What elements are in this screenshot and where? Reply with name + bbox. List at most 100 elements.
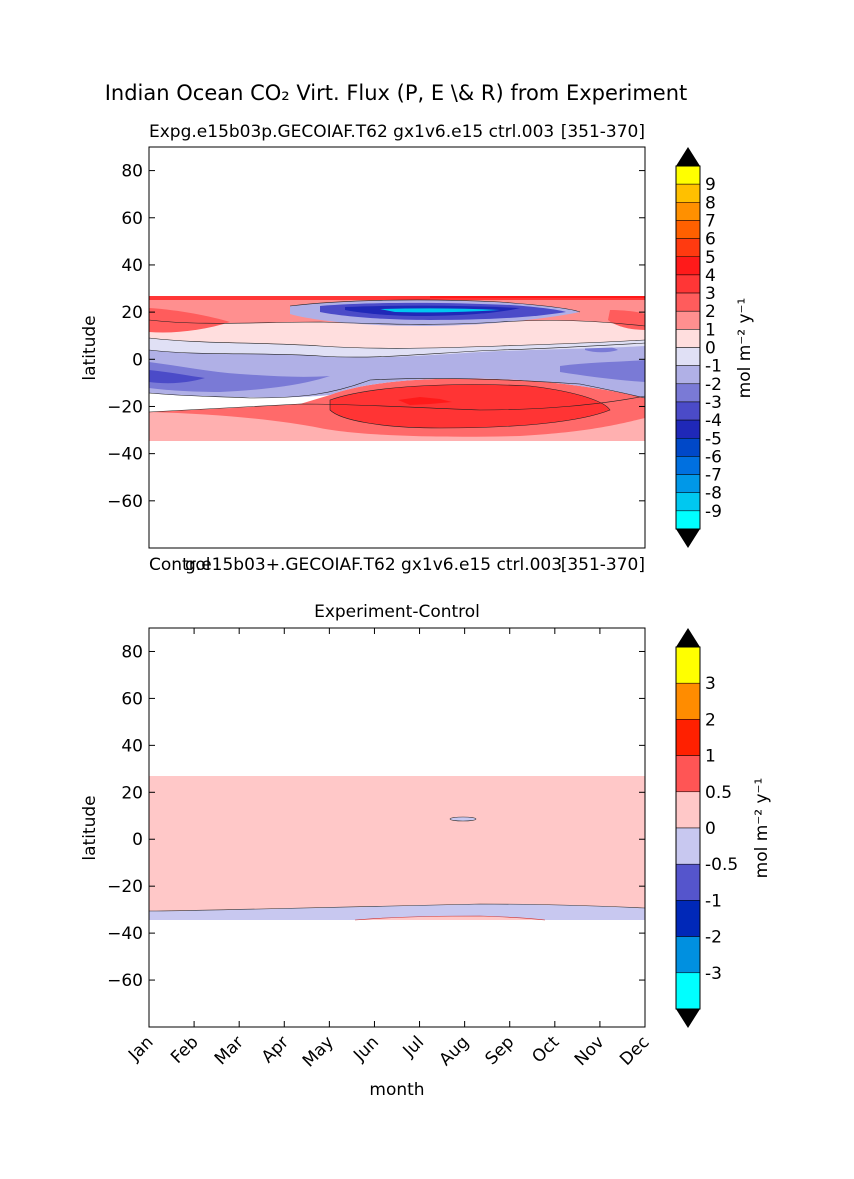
colorbar-swatch [675, 682, 701, 720]
colorbar-extend-top [676, 147, 700, 166]
colorbar-tick-label: -0.5 [705, 855, 738, 875]
top-band-east-negative [560, 360, 645, 382]
bottom-colorbar-label: mol m⁻² y⁻¹ [752, 778, 772, 879]
colorbar-frame [675, 165, 701, 530]
colorbar-tick-label: -2 [705, 375, 722, 395]
bottom-band-south-positive-sliver [355, 916, 545, 920]
colorbar-swatch [675, 719, 701, 756]
y-tick-label: 0 [132, 350, 143, 370]
x-tick-label: Mar [211, 1032, 248, 1069]
bottom-colorbar: 3 2 1 0.5 0 -0.5 -1 -2 -3 [675, 628, 738, 1028]
x-tick-label: Jul [399, 1032, 428, 1061]
bottom-band-positive-main [149, 776, 645, 911]
bottom-y-axis-label: latitude [80, 795, 100, 860]
colorbar-swatch [675, 863, 701, 901]
top-panel-period: [351-370] [561, 122, 645, 142]
colorbar-tick-label: 0 [705, 339, 716, 359]
x-tick-label: Jan [124, 1032, 157, 1065]
colorbar-tick-label: 3 [705, 284, 716, 304]
top-contour-field [149, 296, 645, 441]
colorbar-swatch [675, 292, 701, 312]
top-colorbar-label: mol m⁻² y⁻¹ [735, 298, 755, 399]
colorbar-swatch [675, 936, 701, 974]
colorbar-tick-label: -7 [705, 466, 722, 486]
colorbar-tick-label: 6 [705, 230, 716, 250]
y-tick-label: −20 [107, 397, 143, 417]
top-band-southern-max [330, 384, 610, 428]
x-tick-label: Nov [571, 1032, 609, 1070]
top-y-axis: 80 60 40 20 0 −20 −40 −60 [107, 162, 645, 512]
colorbar-swatch [675, 256, 701, 276]
colorbar-tick-label: 2 [705, 710, 716, 730]
colorbar-swatch [675, 510, 701, 530]
top-panel-title: Expg.e15b03p.GECOIAF.T62 gx1v6.e15 ctrl.… [149, 122, 554, 142]
y-tick-label: 60 [121, 209, 143, 229]
colorbar-tick-label: -1 [705, 357, 722, 377]
x-tick-label: Dec [616, 1032, 653, 1069]
colorbar-frame [675, 646, 701, 1010]
colorbar-swatch [675, 365, 701, 385]
bottom-panel-title: Experiment-Control [314, 602, 480, 622]
colorbar-swatch [675, 383, 701, 403]
top-panel-control-run: g.e15b03+.GECOIAF.T62 gx1v6.e15 ctrl.003 [185, 555, 562, 575]
colorbar-tick-label: -6 [705, 447, 722, 467]
colorbar-swatch [675, 347, 701, 366]
y-tick-label: 60 [121, 689, 143, 709]
top-band-west-negative [149, 362, 330, 392]
x-tick-label: Apr [258, 1032, 293, 1067]
colorbar-tick-label: -3 [705, 393, 722, 413]
y-tick-label: −60 [107, 971, 143, 991]
x-tick-label: Jun [349, 1032, 383, 1066]
colorbar-tick-label: 8 [705, 193, 716, 213]
y-tick-label: 40 [121, 256, 143, 276]
colorbar-swatch [675, 165, 701, 185]
colorbar-swatch [675, 827, 701, 865]
colorbar-swatch [675, 438, 701, 457]
bottom-band-small-negative-blob [449, 816, 477, 822]
top-band-bengal-core [380, 308, 500, 313]
colorbar-tick-label: -8 [705, 484, 722, 504]
y-tick-label: −60 [107, 492, 143, 512]
x-tick-label: Oct [528, 1032, 563, 1067]
y-tick-label: 20 [121, 783, 143, 803]
colorbar-swatch [675, 900, 701, 937]
colorbar-tick-label: -4 [705, 411, 722, 431]
colorbar-tick-label: 9 [705, 175, 716, 195]
colorbar-swatch [675, 492, 701, 512]
colorbar-tick-label: 3 [705, 674, 716, 694]
bottom-band-negative-south [149, 904, 645, 920]
y-tick-label: 0 [132, 830, 143, 850]
colorbar-extend-bottom [676, 529, 700, 548]
colorbar-swatch [675, 329, 701, 348]
top-panel: Expg.e15b03p.GECOIAF.T62 gx1v6.e15 ctrl.… [80, 122, 755, 575]
colorbar-tick-label: 1 [705, 320, 716, 340]
top-band-southern-core [398, 397, 452, 405]
colorbar-swatch [675, 401, 701, 421]
y-tick-label: 80 [121, 642, 143, 662]
colorbar-swatch [675, 456, 701, 475]
x-tick-label: May [299, 1032, 338, 1071]
y-tick-label: 20 [121, 303, 143, 323]
colorbar-swatch [675, 419, 701, 439]
colorbar-tick-label: -1 [705, 891, 722, 911]
colorbar-tick-label: -9 [705, 502, 722, 522]
colorbar-swatch [675, 220, 701, 239]
colorbar-extend-bottom [676, 1009, 700, 1028]
y-tick-label: 80 [121, 162, 143, 182]
colorbar-tick-label: 0.5 [705, 783, 732, 803]
x-tick-label: Feb [167, 1032, 202, 1067]
y-tick-label: −40 [107, 924, 143, 944]
top-contour-lines [149, 299, 645, 429]
colorbar-swatch [675, 646, 701, 684]
colorbar-swatch [675, 755, 701, 793]
y-tick-label: −40 [107, 445, 143, 465]
top-band-equatorial-pale [149, 320, 645, 349]
colorbar-tick-label: 5 [705, 248, 716, 268]
bottom-y-axis: 80 60 40 20 0 −20 −40 −60 [107, 642, 645, 991]
colorbar-extend-top [676, 628, 700, 647]
x-tick-label: Sep [481, 1032, 518, 1069]
top-y-axis-label: latitude [80, 315, 100, 380]
